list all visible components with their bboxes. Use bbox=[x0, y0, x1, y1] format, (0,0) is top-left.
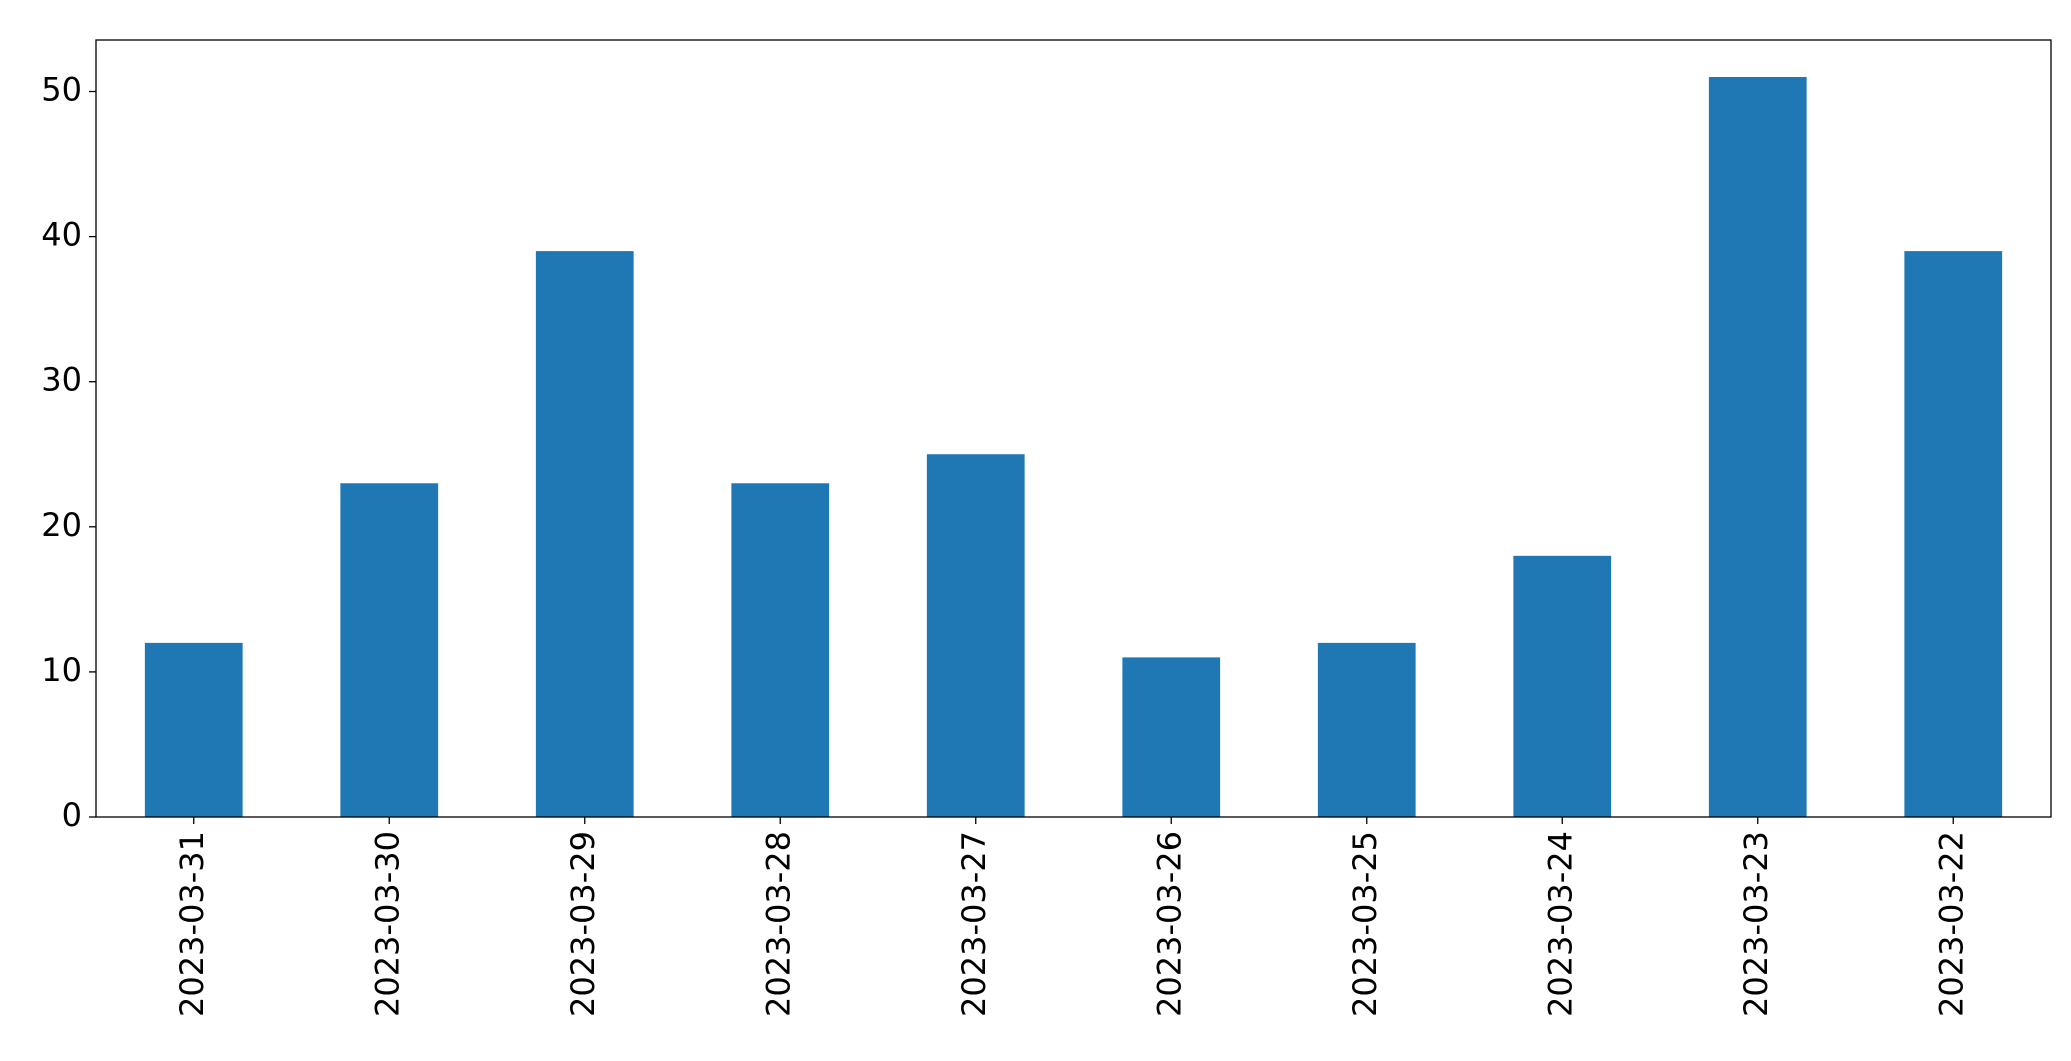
x-tick-label: 2023-03-27 bbox=[955, 831, 993, 1017]
y-tick-label: 40 bbox=[41, 216, 82, 254]
x-tick-label: 2023-03-22 bbox=[1932, 831, 1970, 1017]
bar bbox=[731, 483, 830, 817]
bar bbox=[144, 642, 243, 817]
x-tick-label: 2023-03-30 bbox=[368, 831, 406, 1017]
y-tick-label: 0 bbox=[62, 796, 82, 834]
plot-frame bbox=[95, 39, 2052, 818]
y-tick-label: 10 bbox=[41, 651, 82, 689]
bar bbox=[1708, 77, 1807, 817]
y-tick-label: 50 bbox=[41, 71, 82, 109]
bar bbox=[340, 483, 439, 817]
bar bbox=[1317, 642, 1416, 817]
x-tick-label: 2023-03-25 bbox=[1346, 831, 1384, 1017]
x-tick-label: 2023-03-26 bbox=[1150, 831, 1188, 1017]
y-tick-label: 30 bbox=[41, 361, 82, 399]
bar bbox=[1904, 251, 2003, 817]
x-tick-label: 2023-03-24 bbox=[1541, 831, 1579, 1017]
bar bbox=[1513, 555, 1612, 817]
x-tick-label: 2023-03-23 bbox=[1737, 831, 1775, 1017]
x-tick-label: 2023-03-28 bbox=[759, 831, 797, 1017]
bar bbox=[535, 251, 634, 817]
bar bbox=[926, 454, 1025, 817]
y-tick-label: 20 bbox=[41, 506, 82, 544]
bar bbox=[1122, 657, 1221, 817]
x-tick-label: 2023-03-29 bbox=[564, 831, 602, 1017]
x-tick-label: 2023-03-31 bbox=[173, 831, 211, 1017]
